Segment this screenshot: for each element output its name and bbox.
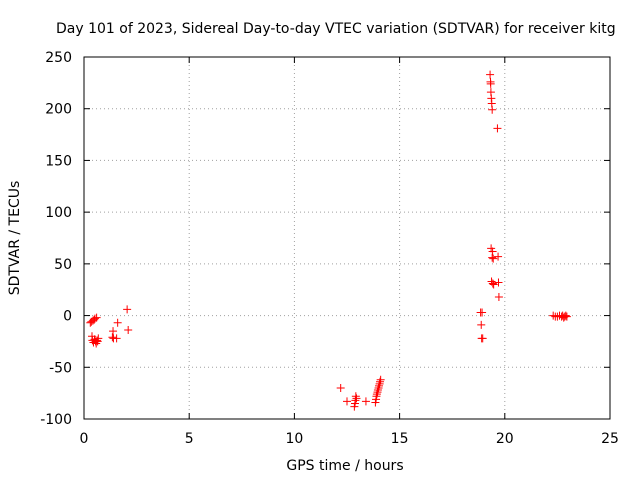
x-tick-label: 15	[391, 431, 409, 447]
data-point-plus	[361, 397, 370, 406]
y-tick-label: 0	[63, 309, 72, 325]
plot-frame	[83, 56, 611, 420]
data-points	[86, 70, 571, 411]
x-tick-label: 25	[601, 431, 619, 447]
data-point-plus	[374, 381, 383, 390]
data-point-plus	[478, 308, 487, 317]
data-point-plus	[478, 334, 487, 343]
data-point-plus	[336, 383, 345, 392]
x-tick-label: 10	[285, 431, 303, 447]
data-point-plus	[489, 280, 498, 289]
data-point-plus	[343, 397, 351, 406]
data-point-plus	[486, 70, 495, 79]
data-point-plus	[477, 320, 486, 329]
chart-title: Day 101 of 2023, Sidereal Day-to-day VTE…	[56, 21, 616, 37]
data-point-plus	[92, 313, 101, 322]
data-point-plus	[489, 254, 498, 263]
data-point-plus	[376, 375, 385, 384]
data-point-plus	[376, 377, 385, 386]
x-tick-label: 20	[496, 431, 514, 447]
data-point-plus	[94, 334, 103, 343]
data-point-plus	[108, 333, 117, 342]
y-tick-label: 150	[45, 153, 72, 169]
x-tick-label: 0	[80, 431, 89, 447]
y-tick-label: 100	[45, 205, 72, 221]
data-point-plus	[124, 326, 133, 335]
x-tick-label: 5	[185, 431, 194, 447]
data-point-plus	[488, 105, 497, 114]
data-point-plus	[109, 327, 118, 336]
data-point-plus	[561, 311, 570, 320]
y-tick-label: -100	[40, 412, 72, 428]
data-point-plus	[494, 292, 503, 301]
y-axis-label: SDTVAR / TECUs	[7, 181, 23, 296]
data-point-plus	[372, 390, 381, 399]
data-point-plus	[488, 279, 497, 288]
data-point-plus	[562, 312, 571, 321]
data-point-plus	[493, 124, 502, 133]
y-tick-label: 50	[54, 257, 72, 273]
data-point-plus	[494, 278, 503, 287]
y-tick-label: 250	[45, 50, 72, 66]
grid-lines	[84, 57, 610, 419]
data-point-plus	[494, 252, 503, 261]
data-point-plus	[352, 394, 361, 403]
y-tick-labels: -100 -50 0 50 100 150 200 250	[40, 50, 72, 428]
data-point-plus	[123, 305, 132, 314]
data-point-plus	[488, 247, 497, 256]
data-point-plus	[90, 314, 99, 323]
data-point-plus	[373, 386, 382, 395]
data-point-plus	[112, 334, 121, 343]
x-axis-label: GPS time / hours	[286, 458, 403, 474]
y-tick-label: -50	[49, 360, 72, 376]
data-point-plus	[93, 336, 102, 345]
y-tick-label: 200	[45, 102, 72, 118]
data-point-plus	[486, 79, 495, 88]
data-point-plus	[113, 318, 122, 327]
x-tick-labels: 0 5 10 15 20 25	[80, 431, 619, 447]
data-point-plus	[351, 392, 360, 401]
